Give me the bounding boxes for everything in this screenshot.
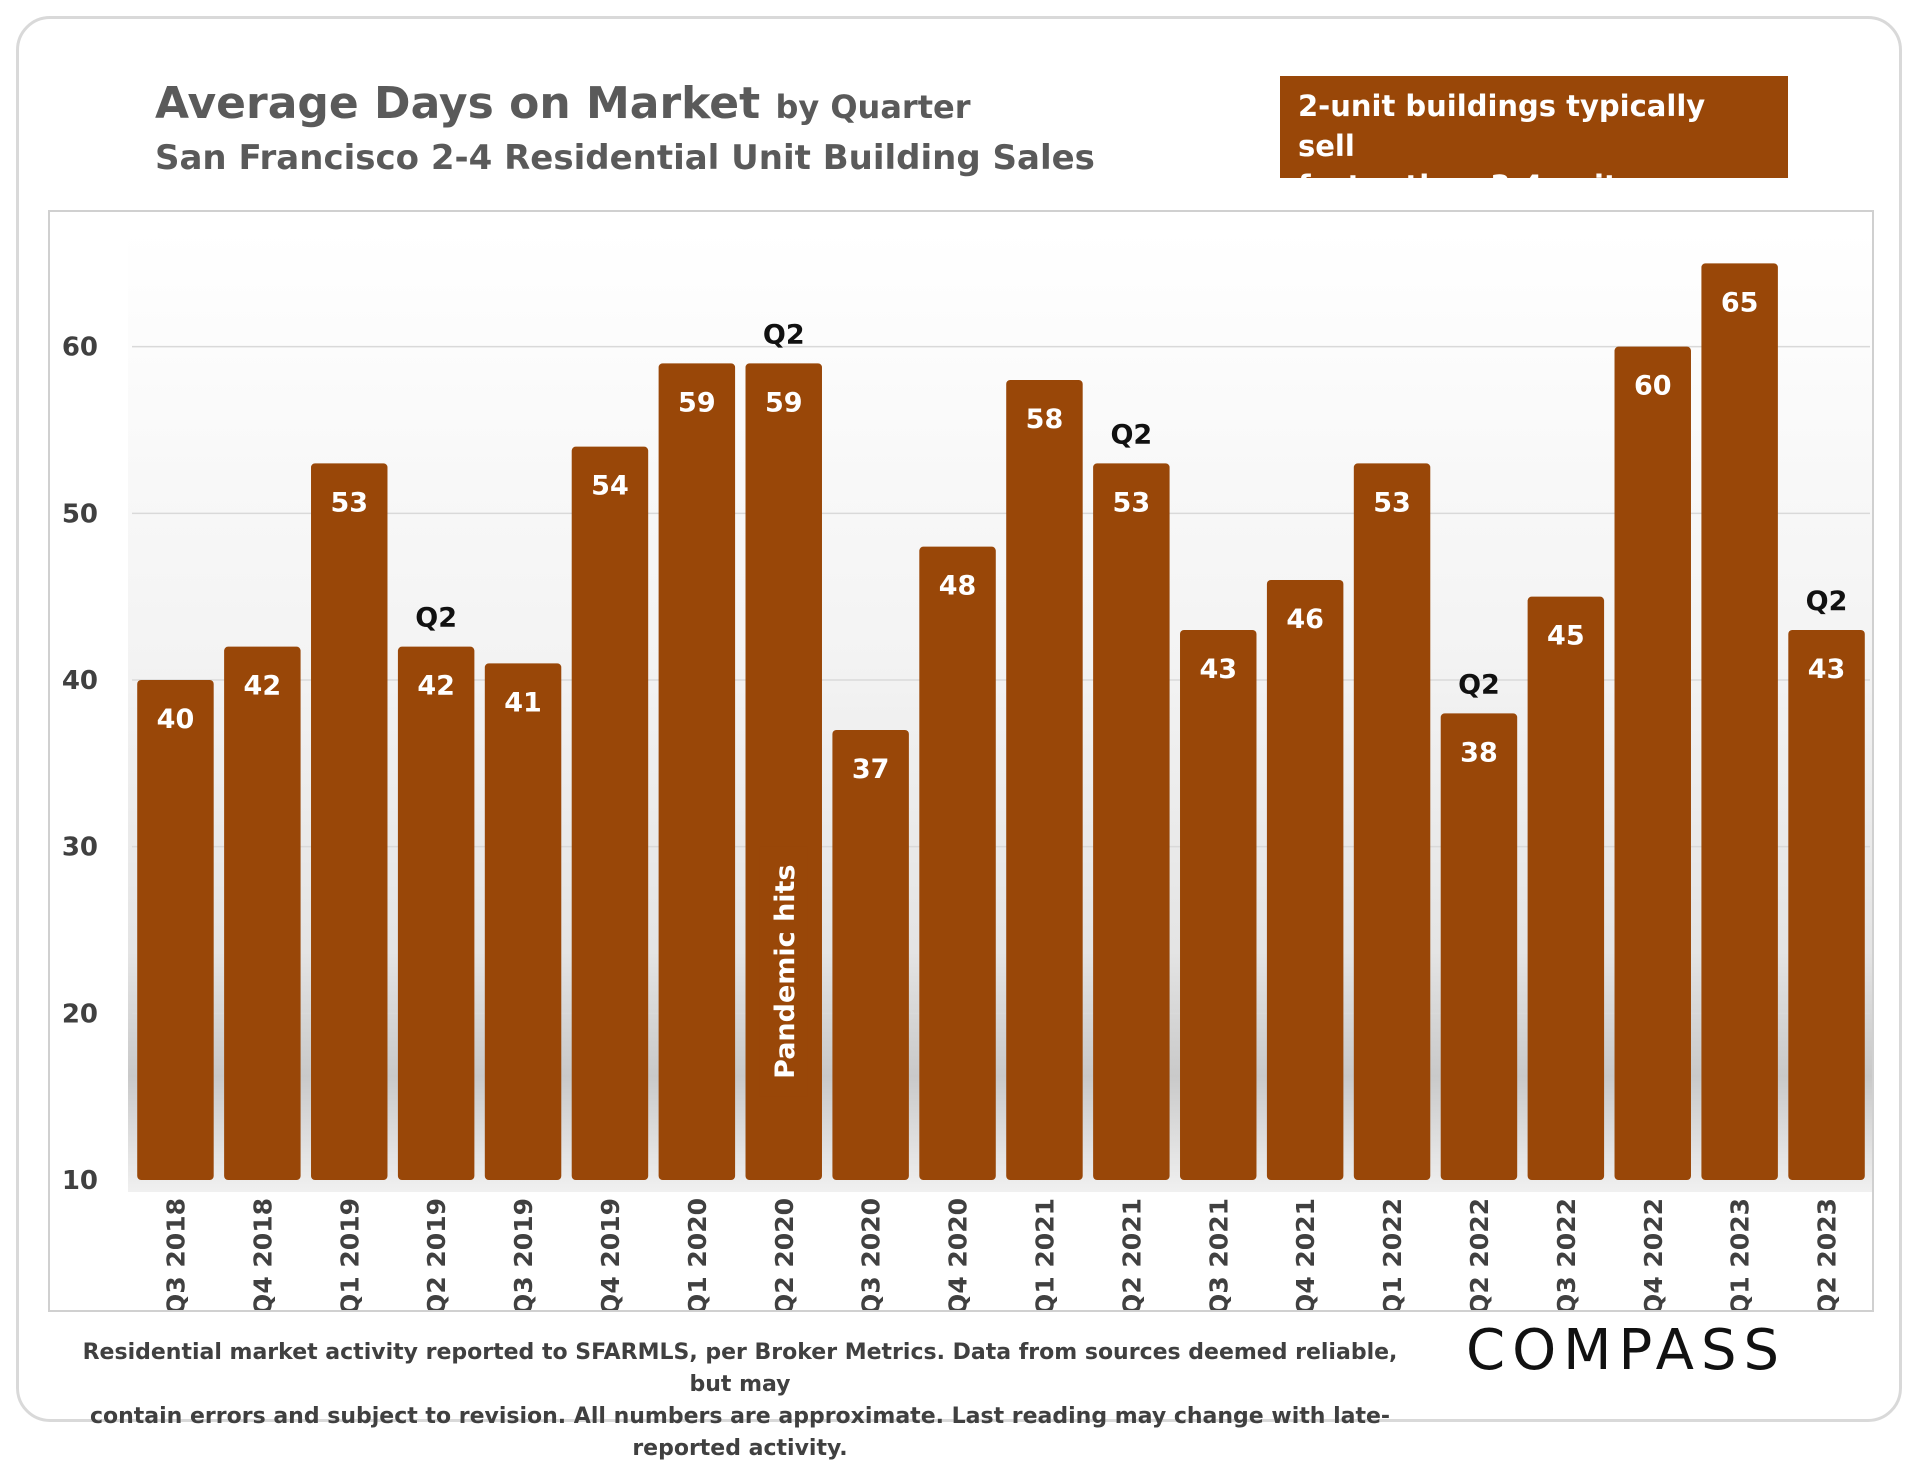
chart-title: Average Days on Market by Quarter	[155, 78, 970, 129]
bar	[397, 646, 475, 1180]
bar	[1266, 580, 1344, 1180]
bar-value-label: 65	[1721, 287, 1759, 318]
bar	[1440, 713, 1518, 1180]
bar-value-label: 40	[157, 704, 195, 735]
x-tick-label: Q2 2021	[1117, 1198, 1146, 1310]
bar	[1353, 463, 1431, 1180]
x-tick-label: Q1 2020	[683, 1198, 712, 1310]
x-tick-label: Q4 2018	[248, 1198, 277, 1310]
bar	[571, 446, 649, 1180]
footnote: Residential market activity reported to …	[60, 1337, 1420, 1465]
callout-line-1: 2-unit buildings typically sell	[1298, 89, 1706, 163]
bar-value-label: 54	[591, 471, 629, 502]
bar-value-label: 53	[330, 487, 368, 518]
bar-value-label: 59	[678, 387, 716, 418]
bar-value-label: 58	[1026, 404, 1064, 435]
annotation-pandemic-hits: Pandemic hits	[770, 864, 801, 1078]
title-suffix: by Quarter	[775, 88, 971, 126]
bar	[1527, 596, 1605, 1180]
bar-value-label: 43	[1808, 654, 1846, 685]
plot-background	[128, 230, 1872, 1192]
bar-value-label: 43	[1199, 654, 1237, 685]
bar-value-label: 41	[504, 687, 542, 718]
y-tick-label: 10	[62, 1166, 98, 1196]
bar	[311, 463, 388, 1180]
x-tick-label: Q3 2022	[1552, 1198, 1581, 1310]
x-tick-label: Q4 2020	[944, 1198, 973, 1310]
bar	[1614, 346, 1691, 1180]
bar-value-label: 45	[1547, 621, 1585, 652]
callout-box: 2-unit buildings typically sell faster t…	[1280, 76, 1788, 243]
y-tick-label: 20	[62, 999, 98, 1029]
x-tick-label: Q3 2019	[509, 1198, 538, 1310]
bar	[484, 663, 562, 1180]
footnote-line-2: contain errors and subject to revision. …	[89, 1404, 1391, 1461]
bar-value-label: 46	[1286, 604, 1324, 635]
bar-value-label: 42	[417, 671, 455, 702]
bar	[1180, 630, 1257, 1180]
x-tick-label: Q3 2020	[857, 1198, 886, 1310]
y-tick-label: 40	[62, 666, 98, 696]
x-tick-label: Q2 2023	[1813, 1198, 1842, 1310]
x-tick-label: Q1 2021	[1030, 1198, 1059, 1310]
q2-marker-label: Q2	[1110, 419, 1152, 450]
bar	[1006, 380, 1083, 1180]
x-tick-label: Q1 2023	[1726, 1198, 1755, 1310]
q2-marker-label: Q2	[415, 603, 457, 634]
q2-marker-label: Q2	[1806, 586, 1848, 617]
x-tick-label: Q1 2019	[335, 1198, 364, 1310]
bar-value-label: 37	[852, 754, 890, 785]
bar-value-label: 53	[1373, 487, 1411, 518]
x-tick-label: Q4 2022	[1639, 1198, 1668, 1310]
y-axis: 10 20 30 40 50 60	[62, 333, 98, 1196]
x-tick-label: Q1 2022	[1378, 1198, 1407, 1310]
bar-value-label: 48	[939, 571, 977, 602]
bar	[919, 546, 996, 1180]
y-tick-label: 30	[62, 833, 98, 863]
bar	[137, 680, 214, 1180]
bar	[224, 646, 301, 1180]
bar-value-label: 60	[1634, 371, 1672, 402]
y-tick-label: 60	[62, 333, 98, 363]
bar	[832, 730, 909, 1180]
bar-chart: 10 20 30 40 50 60 40 42 53 42 Q2 41 54 59 59 Q2 37 48 58 5…	[62, 230, 1872, 1310]
x-tick-label: Q2 2022	[1465, 1198, 1494, 1310]
bar	[1701, 263, 1778, 1180]
x-axis: Q3 2018 Q4 2018 Q1 2019 Q2 2019 Q3 2019 Q4 20…	[161, 1198, 1841, 1310]
bar-value-label: 59	[765, 387, 803, 418]
bar	[1093, 463, 1170, 1180]
bar	[1788, 630, 1865, 1180]
x-tick-label: Q2 2020	[770, 1198, 799, 1310]
chart-subtitle: San Francisco 2-4 Residential Unit Build…	[155, 138, 1095, 178]
x-tick-label: Q3 2021	[1204, 1198, 1233, 1310]
q2-marker-label: Q2	[763, 319, 805, 350]
x-tick-label: Q2 2019	[422, 1198, 451, 1310]
annotation-box	[759, 846, 808, 1097]
x-tick-label: Q4 2019	[596, 1198, 625, 1310]
x-tick-label: Q4 2021	[1291, 1198, 1320, 1310]
bars: 40 42 53 42 Q2 41 54 59 59 Q2 37 48 58 53 Q2 43 46 53 38 Q2…	[137, 263, 1865, 1180]
bar	[658, 363, 736, 1180]
q2-marker-label: Q2	[1458, 669, 1500, 700]
bar-value-label: 38	[1460, 737, 1498, 768]
title-main: Average Days on Market	[155, 78, 761, 129]
bar-value-label: 42	[244, 671, 282, 702]
x-tick-label: Q3 2018	[161, 1198, 190, 1310]
compass-logo: COMPASS	[1466, 1318, 1787, 1383]
annotations: Pandemic hits	[759, 846, 808, 1097]
y-tick-label: 50	[62, 499, 98, 529]
bar-value-label: 53	[1113, 487, 1151, 518]
footnote-line-1: Residential market activity reported to …	[82, 1340, 1398, 1397]
chart-area: 10 20 30 40 50 60 40 42 53 42 Q2 41 54 59 59 Q2 37 48 58 5…	[48, 210, 1874, 1312]
